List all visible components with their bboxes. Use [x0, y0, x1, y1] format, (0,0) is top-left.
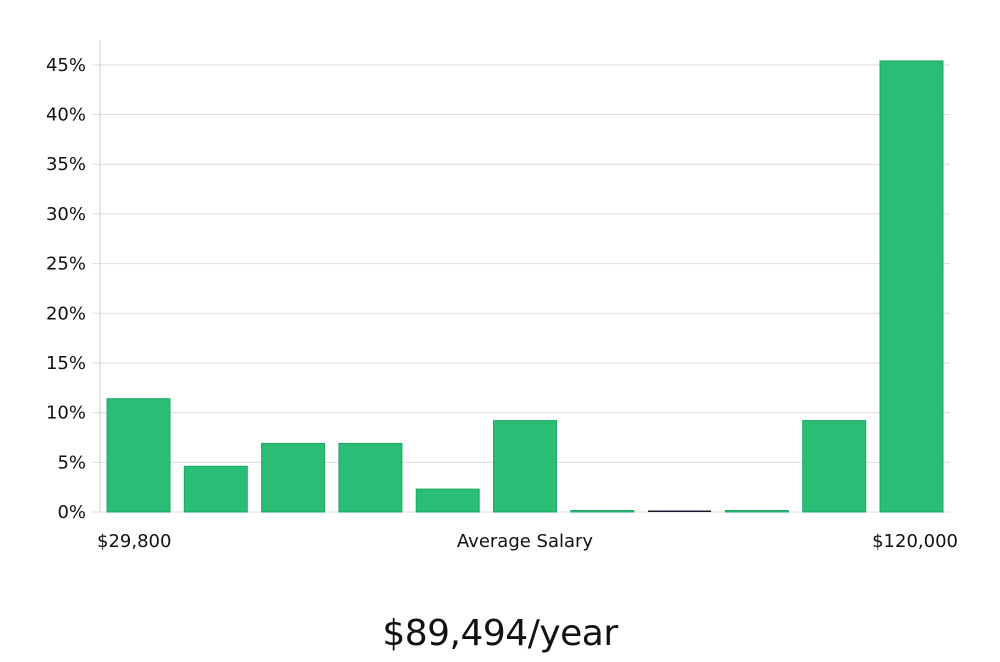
y-tick-label: 0% [57, 502, 86, 523]
salary-histogram: 0% 5% 10% 15% 20% 25% 30% 35% 40% 45% $29,800 Ave… [46, 40, 958, 552]
y-tick-label: 15% [46, 353, 86, 374]
histogram-bar [648, 510, 712, 512]
grid-lines [92, 64, 950, 513]
y-tick-label: 5% [57, 452, 86, 473]
histogram-bar [106, 398, 171, 513]
histogram-bar [415, 488, 480, 513]
x-max-label: $120,000 [872, 531, 958, 552]
x-min-label: $29,800 [97, 531, 171, 552]
y-tick-label: 20% [46, 303, 86, 324]
y-tick-label: 45% [46, 55, 86, 76]
histogram-bar [493, 420, 557, 513]
y-tick-label: 25% [46, 254, 86, 275]
y-tick-label: 40% [46, 105, 86, 126]
histogram-bar [802, 420, 867, 513]
y-axis-ticks: 0% 5% 10% 15% 20% 25% 30% 35% 40% 45% [46, 55, 86, 523]
y-tick-label: 30% [46, 204, 86, 225]
histogram-bar [724, 510, 789, 513]
histogram-bar [570, 510, 635, 513]
bars [106, 60, 944, 513]
x-axis-title: Average Salary [457, 531, 594, 552]
average-salary-summary: $89,494/year [382, 613, 618, 654]
y-tick-label: 10% [46, 403, 86, 424]
histogram-bar [879, 60, 944, 513]
y-tick-label: 35% [46, 154, 86, 175]
histogram-bar [183, 465, 248, 513]
histogram-bar [338, 442, 403, 513]
histogram-bar [261, 442, 326, 513]
